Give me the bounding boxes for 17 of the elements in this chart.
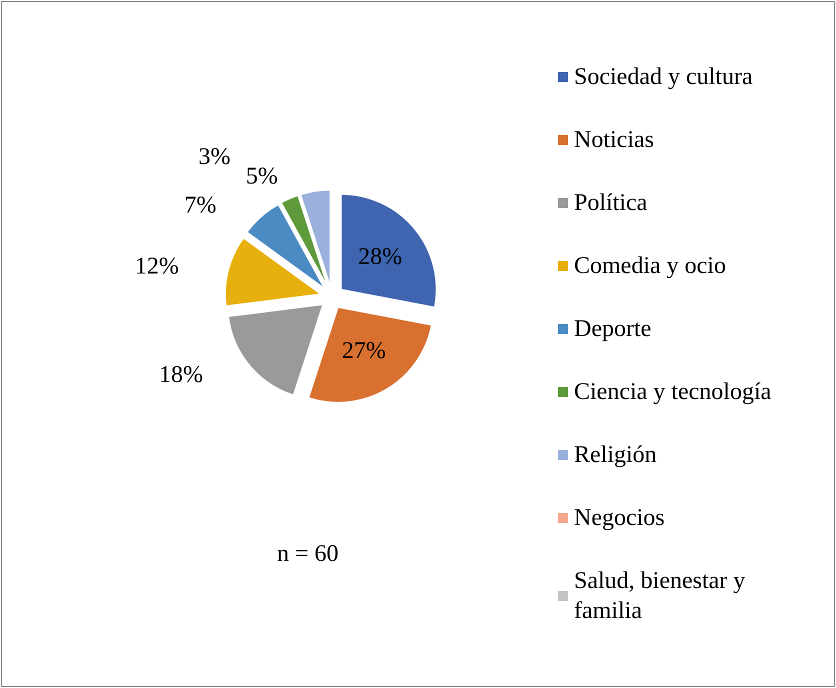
legend-label: Ciencia y tecnología [574,379,772,405]
data-label: 5% [246,164,278,190]
legend-label: Sociedad y cultura [574,64,753,90]
data-label: 3% [198,144,231,170]
legend-label: Comedia y ocio [574,253,726,279]
legend-label: Negocios [574,505,665,531]
text: n = 60 [277,541,339,567]
legend-label: Religión [574,442,657,468]
legend-label: Política [574,190,648,216]
legend-label: Noticias [574,127,654,153]
legend-label: Salud, bienestar y familia [574,568,752,624]
data-label: 28% [358,244,402,270]
data-label: 7% [184,192,216,218]
data-label: 12% [134,254,179,280]
data-label: 18% [158,362,203,388]
data-label: 27% [342,338,386,364]
legend-label: Deporte [574,316,652,342]
